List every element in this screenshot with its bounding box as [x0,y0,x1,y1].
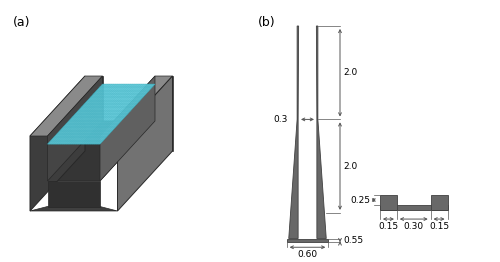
Polygon shape [118,76,172,211]
Bar [430,195,448,210]
Polygon shape [316,26,326,238]
Text: (a): (a) [12,16,30,29]
Text: 0.30: 0.30 [404,222,424,231]
Text: (b): (b) [258,16,275,29]
Text: 2.0: 2.0 [343,162,357,171]
Polygon shape [48,181,100,206]
Polygon shape [289,26,298,238]
Polygon shape [100,76,172,136]
Text: 0.3: 0.3 [273,115,287,124]
Polygon shape [48,84,155,144]
Text: 0.60: 0.60 [298,250,318,259]
Polygon shape [100,76,155,181]
Polygon shape [85,76,102,151]
Polygon shape [48,121,155,181]
Text: 0.55: 0.55 [343,236,363,245]
Polygon shape [48,76,102,181]
Text: 0.15: 0.15 [429,222,449,231]
Polygon shape [30,76,102,136]
Text: 2.0: 2.0 [343,68,357,77]
Bar [380,195,397,210]
Bar [380,205,448,210]
Polygon shape [155,76,172,151]
Polygon shape [30,76,85,211]
Text: 0.25: 0.25 [351,195,371,205]
Polygon shape [287,238,328,242]
Text: 0.15: 0.15 [378,222,398,231]
Polygon shape [30,206,118,211]
